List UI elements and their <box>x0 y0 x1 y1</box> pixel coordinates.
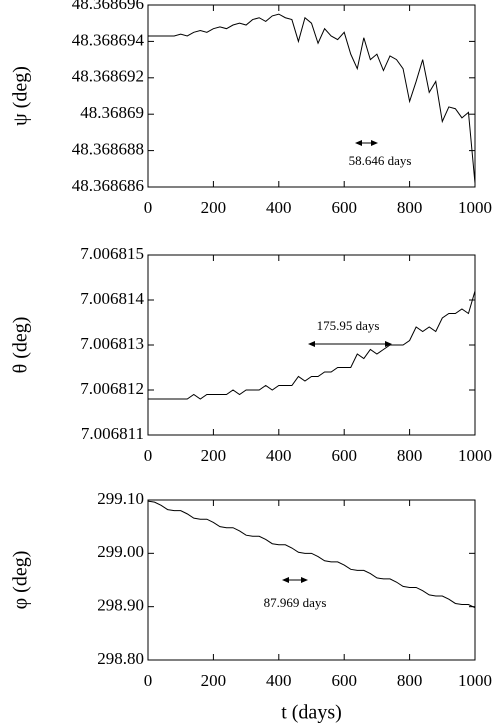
x-tick-label: 200 <box>201 671 227 690</box>
x-tick-label: 800 <box>397 198 423 217</box>
y-axis-label: θ (deg) <box>10 317 32 374</box>
x-tick-label: 400 <box>266 671 292 690</box>
y-axis-label: φ (deg) <box>10 551 32 610</box>
arrow-head <box>385 341 392 347</box>
x-tick-label: 400 <box>266 198 292 217</box>
y-tick-label: 48.368692 <box>72 67 144 86</box>
annotation: 58.646 days <box>349 153 412 168</box>
x-tick-label: 800 <box>397 671 423 690</box>
x-tick-label: 600 <box>331 671 357 690</box>
x-tick-label: 200 <box>201 446 227 465</box>
annotation: 87.969 days <box>264 595 327 610</box>
y-tick-label: 299.00 <box>97 542 144 561</box>
x-tick-label: 200 <box>201 198 227 217</box>
y-tick-label: 298.90 <box>97 596 144 615</box>
arrow-head <box>355 140 362 146</box>
plot-frame <box>147 499 476 661</box>
y-tick-label: 48.36869 <box>80 103 144 122</box>
x-tick-label: 1000 <box>458 671 492 690</box>
y-tick-label: 48.368694 <box>72 30 145 49</box>
y-tick-label: 299.10 <box>97 489 144 508</box>
data-line <box>147 500 476 609</box>
x-tick-label: 600 <box>331 198 357 217</box>
data-line <box>148 13 476 184</box>
x-tick-label: 0 <box>144 446 153 465</box>
x-tick-label: 800 <box>397 446 423 465</box>
y-tick-label: 48.368696 <box>72 0 144 13</box>
x-axis-label: t (days) <box>281 702 342 724</box>
y-tick-label: 48.368686 <box>72 176 144 195</box>
arrow-head <box>282 577 289 583</box>
x-tick-label: 1000 <box>458 446 492 465</box>
x-tick-label: 1000 <box>458 198 492 217</box>
plot-frame <box>147 4 476 188</box>
y-tick-label: 48.368688 <box>72 140 144 159</box>
y-tick-label: 298.80 <box>97 649 144 668</box>
arrow-head <box>371 140 378 146</box>
y-tick-label: 7.006815 <box>80 244 144 263</box>
x-tick-label: 400 <box>266 446 292 465</box>
y-tick-label: 7.006814 <box>80 289 144 308</box>
arrow-head <box>308 341 315 347</box>
y-tick-label: 7.006813 <box>80 334 144 353</box>
y-tick-label: 7.006811 <box>81 424 144 443</box>
y-axis-label: ψ (deg) <box>10 66 32 126</box>
plot-frame <box>147 254 476 436</box>
arrow-head <box>301 577 308 583</box>
y-tick-label: 7.006812 <box>80 379 144 398</box>
x-tick-label: 0 <box>144 198 153 217</box>
x-tick-label: 0 <box>144 671 153 690</box>
x-tick-label: 600 <box>331 446 357 465</box>
annotation: 175.95 days <box>317 318 380 333</box>
data-line <box>148 290 476 400</box>
